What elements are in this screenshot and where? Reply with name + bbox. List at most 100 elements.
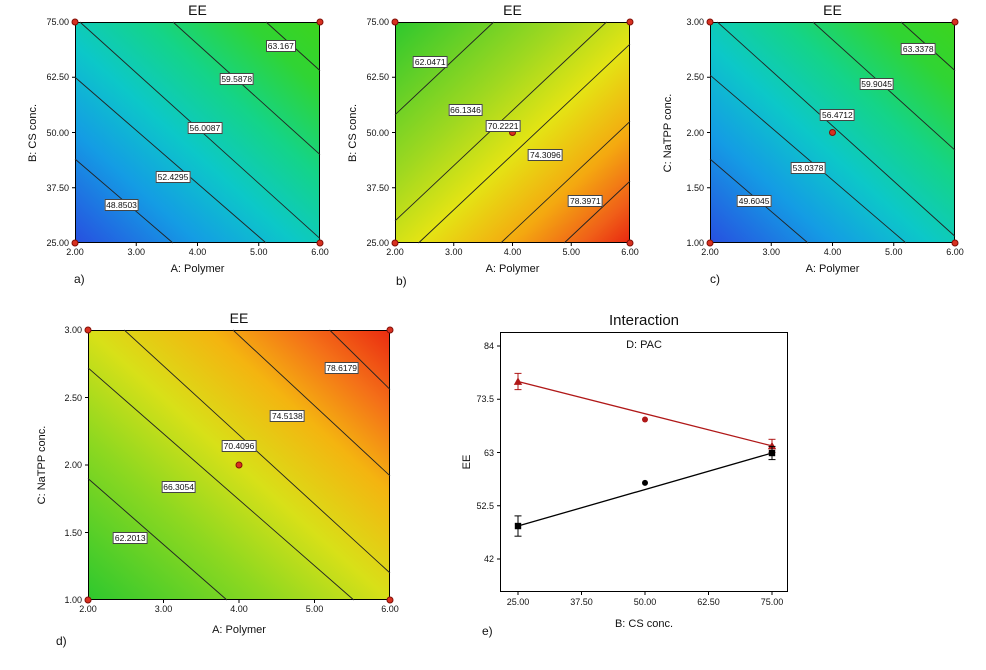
- pac-low-black-marker: [768, 449, 776, 457]
- contour-plot-c: 49.6045 53.0378 56.4712 59.9045 63.3378: [706, 18, 959, 247]
- contour-plot-d: 62.2013 66.3054 70.4096 74.5138 78.6179: [84, 326, 394, 604]
- x-axis-label-c: A: Polymer: [805, 263, 860, 275]
- y-tick-label: 50.00: [46, 127, 69, 138]
- contour-line: [74, 76, 267, 244]
- contour-line: [123, 329, 391, 574]
- x-axis-label-b: A: Polymer: [485, 263, 540, 275]
- design-point: [71, 239, 79, 247]
- y-tick-label: 37.50: [366, 182, 389, 193]
- contour-value-label: 66.1346: [448, 104, 483, 117]
- panel-tag-b: b): [396, 274, 407, 288]
- contour-line: [500, 121, 631, 244]
- y-tick-label: 2.00: [64, 460, 82, 470]
- plot-title-c: EE: [823, 2, 842, 18]
- contour-line: [87, 367, 355, 601]
- contour-canvas-c: [706, 18, 959, 247]
- contour-value-label: 53.0378: [790, 161, 826, 174]
- plot-title-e: Interaction: [608, 312, 680, 329]
- y-tick-label: 52.5: [476, 500, 494, 511]
- x-tick-label: 4.00: [823, 247, 842, 257]
- contour-value-label: 52.4295: [155, 170, 191, 183]
- interaction-subtitle: D: PAC: [626, 339, 662, 351]
- x-tick-label: 5.00: [249, 247, 268, 257]
- contour-value-label: 70.2221: [485, 119, 521, 132]
- contour-value-label: 59.9045: [859, 77, 894, 90]
- plot-title-a: EE: [188, 2, 207, 18]
- x-tick-label: 4.00: [230, 604, 248, 614]
- contour-value-label: 59.5878: [219, 73, 255, 86]
- contour-value-label: 63.167: [265, 40, 296, 53]
- contour-value-label: 49.6045: [736, 195, 772, 207]
- contour-value-label: 78.6179: [324, 361, 360, 374]
- x-tick-label: 4.00: [503, 247, 522, 257]
- y-tick-label: 2.50: [64, 392, 82, 403]
- contour-plot-b: 62.0471 66.1346 70.2221 74.3096 78.3971: [391, 18, 634, 247]
- x-axis-label-d: A: Polymer: [212, 624, 266, 636]
- x-tick-label: 2.00: [79, 604, 97, 614]
- y-tick-label: 50.00: [366, 127, 389, 138]
- plot-frame: [500, 332, 788, 592]
- x-tick-label: 62.50: [697, 597, 720, 607]
- design-point: [951, 239, 959, 247]
- design-point: [829, 129, 836, 136]
- design-point: [391, 239, 399, 247]
- y-axis-label-a: B: CS conc.: [27, 103, 39, 162]
- contour-plot-a: 48.8503 52.4295 56.0087 59.5878 63.167: [71, 18, 324, 247]
- x-tick-label: 6.00: [946, 247, 964, 257]
- y-tick-label: 1.00: [64, 595, 82, 605]
- y-tick-label: 1.00: [686, 238, 704, 248]
- design-point: [84, 326, 92, 334]
- contour-line: [172, 21, 321, 155]
- interaction-canvas: [497, 332, 788, 595]
- y-tick-label: 73.5: [476, 394, 494, 405]
- x-tick-label: 37.50: [570, 597, 593, 607]
- y-axis-label-c: C: NaTPP conc.: [662, 93, 674, 172]
- y-tick-label: 3.00: [64, 325, 82, 335]
- contour-line: [717, 21, 956, 237]
- panel-tag-e: e): [482, 624, 493, 638]
- contour-line: [87, 478, 228, 601]
- pac-high-red-marker: [513, 377, 523, 385]
- contour-value-label: 48.8503: [104, 199, 139, 212]
- design-point: [386, 596, 394, 604]
- contour-value-label: 74.3096: [528, 148, 563, 161]
- contour-value-label: 56.4712: [820, 108, 855, 121]
- contour-line: [394, 21, 495, 116]
- x-tick-label: 6.00: [381, 604, 399, 614]
- x-tick-label: 2.00: [701, 247, 719, 257]
- y-tick-label: 25.00: [46, 238, 69, 248]
- x-tick-label: 3.00: [444, 247, 463, 257]
- pac-high-red-midpoint: [642, 416, 648, 423]
- design-point: [316, 18, 324, 26]
- y-tick-label: 37.50: [46, 182, 69, 193]
- contour-value-label: 63.3378: [900, 42, 936, 55]
- y-axis-label-e: EE: [461, 454, 473, 470]
- pac-high-red-line: [517, 380, 773, 447]
- y-tick-label: 63: [483, 447, 494, 458]
- panel-tag-a: a): [74, 272, 85, 286]
- design-point: [706, 239, 714, 247]
- y-tick-label: 75.00: [366, 17, 389, 27]
- design-point: [951, 18, 959, 26]
- y-tick-label: 2.00: [686, 127, 704, 138]
- design-point: [71, 18, 79, 26]
- y-axis-label-b: B: CS conc.: [347, 103, 359, 162]
- contour-line: [329, 329, 391, 390]
- pac-low-black-midpoint: [642, 479, 648, 486]
- x-tick-label: 75.00: [760, 597, 784, 607]
- x-axis-label-e: B: CS conc.: [614, 618, 674, 630]
- contour-value-label: 66.3054: [161, 480, 196, 493]
- y-tick-label: 62.50: [366, 72, 389, 83]
- plot-title-b: EE: [503, 2, 522, 18]
- y-tick-label: 1.50: [64, 527, 82, 538]
- panel-tag-c: c): [710, 272, 720, 286]
- contour-value-label: 56.0087: [187, 122, 223, 135]
- interaction-plot: [497, 332, 788, 595]
- contour-line: [563, 180, 631, 244]
- x-tick-label: 5.00: [884, 247, 903, 257]
- contour-value-label: 78.3971: [567, 195, 603, 207]
- design-point: [316, 239, 324, 247]
- panel-tag-d: d): [56, 634, 67, 648]
- contour-canvas-d: [84, 326, 394, 604]
